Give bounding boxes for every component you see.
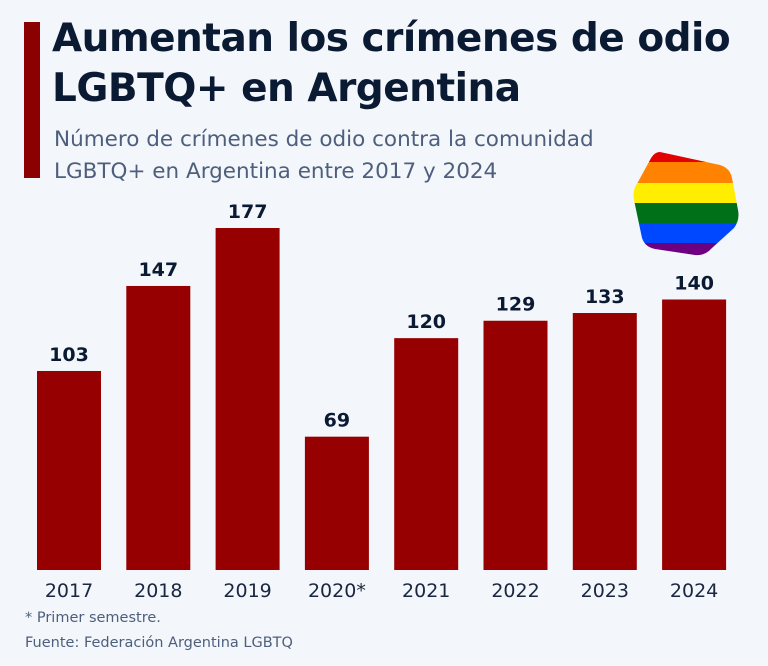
title-accent-bar [24,22,40,178]
x-tick-label: 2022 [491,580,539,602]
bar-2020* [304,436,369,570]
footnote: * Primer semestre. [25,610,161,626]
x-tick-label: 2017 [45,580,93,602]
source: Fuente: Federación Argentina LGBTQ [25,635,293,651]
chart-title: Aumentan los crímenes de odio LGBTQ+ en … [52,16,731,111]
data-label: 129 [496,294,536,316]
bar-2017 [37,370,101,570]
data-label: 133 [585,286,625,308]
data-label: 120 [406,311,446,333]
bar-2022 [483,320,548,570]
x-tick-label: 2020* [308,580,366,602]
x-tick-label: 2024 [670,580,718,602]
x-tick-label: 2023 [581,580,629,602]
bar-2021 [394,338,459,570]
bar-2018 [126,285,191,570]
x-tick-label: 2021 [402,580,450,602]
bar-2019 [215,228,280,570]
bar-2024 [662,299,727,570]
x-tick-label: 2018 [134,580,182,602]
bar-2023 [572,313,637,570]
data-label: 140 [674,272,714,294]
data-label: 103 [49,344,89,366]
chart-subtitle: Número de crímenes de odio contra la com… [54,127,594,184]
data-label: 147 [138,259,178,281]
data-label: 177 [228,201,268,223]
data-label: 69 [324,410,350,432]
x-tick-label: 2019 [223,580,271,602]
